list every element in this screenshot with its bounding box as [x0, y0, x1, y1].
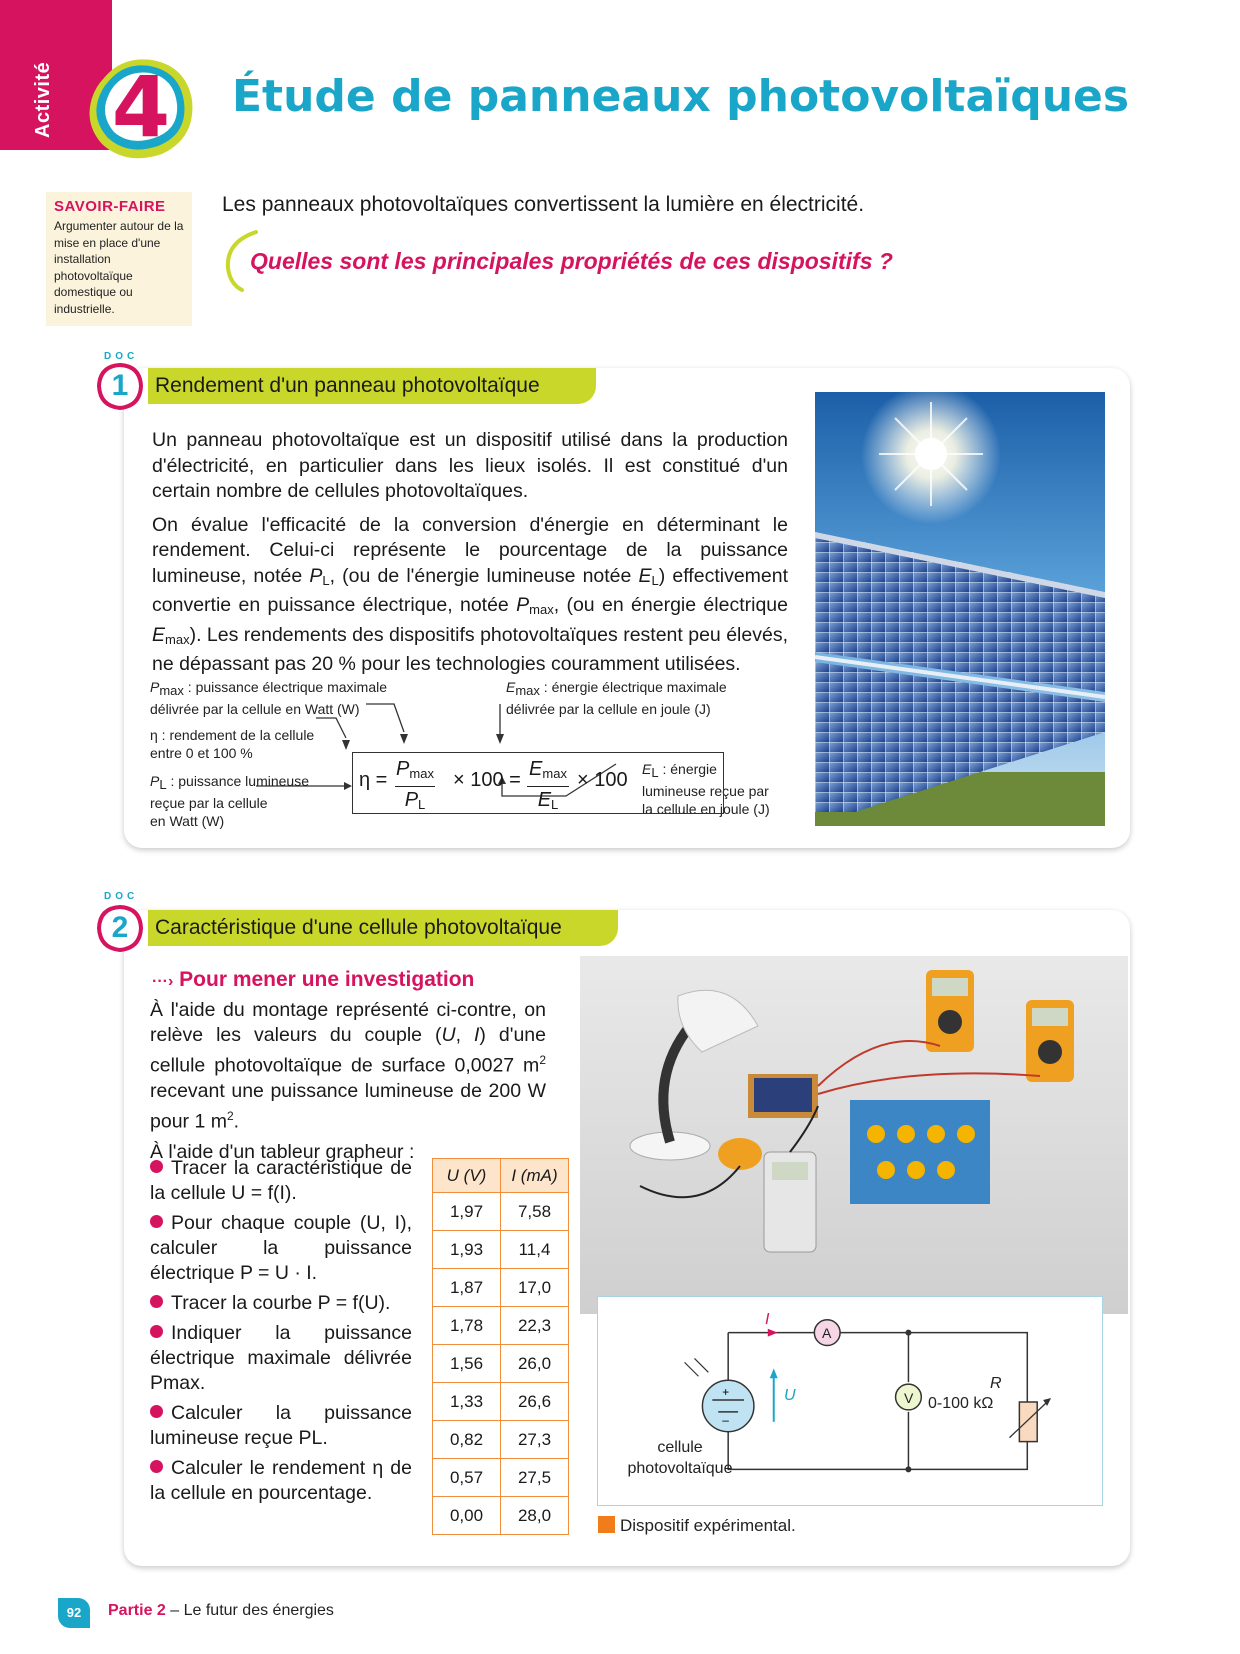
doc1-tag: DOC	[104, 351, 139, 362]
table-row: 1,78 22,3	[432, 1306, 569, 1345]
doc2-tag: DOC	[104, 891, 139, 902]
table-row: 0,57 27,5	[432, 1458, 569, 1497]
savoir-faire-text: Argumenter autour de la mise en place d'…	[54, 219, 184, 316]
voltage-label: U	[784, 1387, 796, 1404]
doc1-text: Un panneau photovoltaïque est un disposi…	[152, 428, 788, 686]
formula-arrows	[256, 703, 617, 797]
resistor-label: R	[990, 1375, 1002, 1392]
efficiency-formula-diagram: Pmax : puissance électrique maximale déli…	[146, 676, 816, 846]
table-row: 0,82 27,3	[432, 1420, 569, 1459]
current-label: I	[765, 1311, 770, 1328]
doc1-badge: 1	[96, 362, 144, 411]
activity-badge-shape	[82, 48, 200, 166]
page-title: Étude de panneaux photovoltaïques	[232, 71, 1130, 122]
question-arc-decoration	[225, 230, 258, 292]
svg-text:+: +	[722, 1385, 729, 1399]
investigation-heading: ···› Pour mener une investigation	[152, 968, 475, 991]
main-question: Quelles sont les principales propriétés …	[250, 248, 893, 274]
page-number: 92	[58, 1598, 90, 1628]
solar-panel-photo	[815, 392, 1105, 826]
circuit-diagram: + – I U A V R 0-100 kΩ cellule photovolta…	[597, 1296, 1103, 1506]
list-item: Calculer le rendement η de la cellule en…	[150, 1457, 412, 1504]
pmax-label: Pmax : puissance électrique maximale déli…	[150, 679, 388, 717]
doc2-header-bar	[148, 910, 618, 946]
instruction-list: Tracer la caractéristique de la cellule …	[150, 1156, 412, 1511]
cell-label: cellule photovoltaïque	[627, 1439, 733, 1477]
formula-fraction-p: Pmax PL	[395, 758, 435, 812]
ammeter-label: A	[822, 1325, 832, 1341]
table-row: 1,97 7,58	[432, 1192, 569, 1231]
savoir-faire-box: SAVOIR-FAIRE Argumenter autour de la mis…	[46, 192, 192, 326]
doc1-paragraph-1: Un panneau photovoltaïque est un disposi…	[152, 429, 788, 502]
doc2-title: Caractéristique d'une cellule photovolta…	[155, 916, 562, 939]
resistor-range: 0-100 kΩ	[928, 1395, 994, 1412]
eta-label: η : rendement de la cellule entre 0 et 10…	[150, 727, 315, 761]
formula-times100: × 100 =	[453, 769, 521, 791]
intro-text: Les panneaux photovoltaïques convertisse…	[222, 193, 865, 216]
table-header-u: U (V)	[432, 1158, 501, 1193]
measurements-table: U (V) I (mA) 1,97 7,58 1,93 11,4 1,87 17,0 …	[432, 1158, 569, 1535]
doc2-number: 2	[111, 911, 129, 944]
footer-part: Partie 2	[108, 1602, 166, 1619]
doc1-header-bar	[148, 368, 596, 404]
list-item: Tracer la courbe P = f(U).	[150, 1291, 412, 1316]
doc2-paragraph-2: À l'aide d'un tableur grapheur :	[150, 1141, 415, 1163]
formula-fraction-e: Emax EL	[527, 757, 569, 818]
voltmeter-label: V	[904, 1390, 914, 1406]
formula-times100-end: × 100	[577, 769, 628, 791]
experimental-setup-photo	[580, 956, 1128, 1314]
doc2-text: À l'aide du montage représenté ci-contre…	[150, 998, 546, 1171]
activity-label: Activité	[32, 61, 54, 138]
list-item: Tracer la caractéristique de la cellule …	[150, 1157, 412, 1204]
savoir-faire-heading: SAVOIR-FAIRE	[54, 198, 166, 215]
formula-eta: η =	[359, 769, 388, 791]
table-row: 1,93 11,4	[432, 1230, 569, 1269]
figure-legend: Dispositif expérimental.	[598, 1516, 796, 1536]
table-header-row: U (V) I (mA)	[432, 1158, 569, 1193]
formula-box: η = Pmax PL × 100 = Emax EL × 100	[352, 752, 724, 814]
doc1-title: Rendement d'un panneau photovoltaïque	[155, 374, 540, 397]
pl-label: PL : puissance lumineuse reçue par la cel…	[150, 773, 309, 829]
circuit-schematic: + –	[684, 1319, 1052, 1473]
list-item: Calculer la puissance lumineuse reçue PL…	[150, 1402, 412, 1449]
footer-text: Partie 2 – Le futur des énergies	[108, 1602, 334, 1619]
doc2-badge: 2	[96, 904, 144, 953]
activity-number: 4	[111, 58, 171, 156]
doc2-paragraph-1: À l'aide du montage représenté ci-contre…	[150, 999, 546, 1132]
table-row: 1,33 26,6	[432, 1382, 569, 1421]
svg-text:–: –	[722, 1413, 729, 1427]
list-item: Pour chaque couple (U, I), calculer la p…	[150, 1212, 412, 1284]
emax-label: Emax : énergie électrique maximale délivr…	[506, 679, 727, 717]
doc1-number: 1	[111, 369, 129, 402]
list-item: Indiquer la puissance électrique maximal…	[150, 1322, 412, 1394]
table-row: 1,87 17,0	[432, 1268, 569, 1307]
legend-square-icon	[598, 1516, 615, 1533]
doc1-paragraph-2: On évalue l'efficacité de la conversion …	[152, 513, 789, 676]
table-row: 1,56 26,0	[432, 1344, 569, 1383]
table-header-i: I (mA)	[500, 1158, 569, 1193]
dotted-arrow-icon: ···›	[152, 973, 174, 990]
table-row: 0,00 28,0	[432, 1496, 569, 1535]
